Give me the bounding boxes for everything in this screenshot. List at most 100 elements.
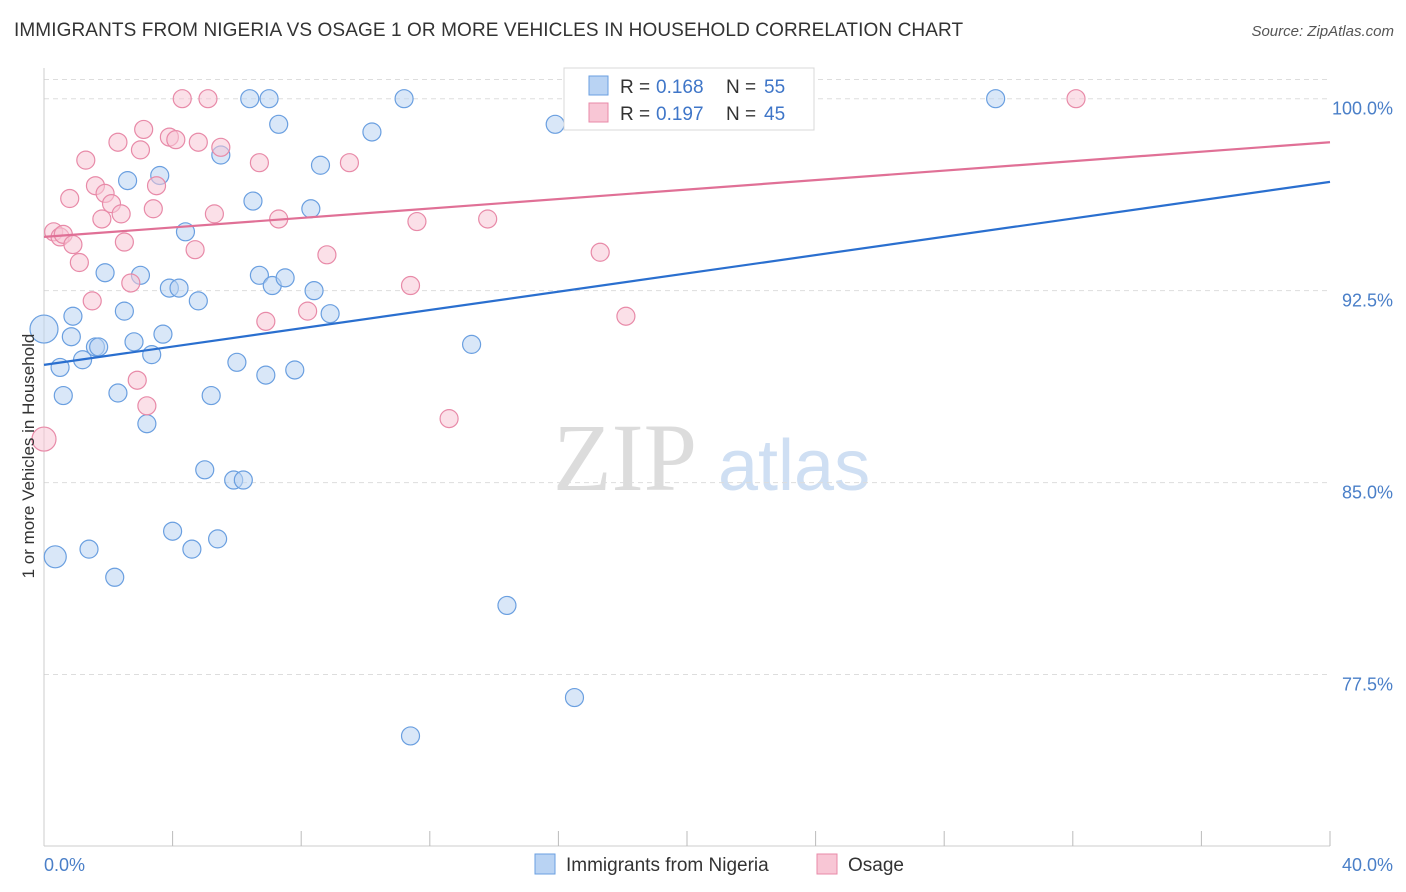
legend-swatch-nigeria	[588, 75, 609, 96]
point-osage	[339, 153, 360, 173]
point-nigeria	[400, 726, 421, 746]
point-osage	[146, 176, 167, 196]
bottom-legend-label-nigeria: Immigrants from Nigeria	[566, 855, 769, 876]
legend-n-value-nigeria: 55	[764, 77, 785, 98]
point-nigeria	[256, 365, 276, 385]
point-nigeria	[394, 89, 414, 109]
correlation-legend: R = 0.168 N = 55 R = 0.197 N = 45	[563, 67, 815, 131]
point-nigeria	[497, 595, 517, 616]
point-nigeria	[137, 414, 157, 434]
point-osage	[121, 273, 141, 293]
point-nigeria	[188, 291, 208, 311]
point-nigeria	[285, 360, 305, 380]
y-tick-labels: 77.5% 85.0% 92.5% 100.0%	[1332, 99, 1393, 695]
bottom-legend-label-osage: Osage	[848, 855, 904, 876]
point-nigeria	[124, 332, 144, 352]
point-osage	[76, 150, 96, 170]
point-osage	[69, 252, 89, 273]
legend-n-label-osage: N =	[726, 104, 756, 125]
y-tick-label: 100.0%	[1332, 99, 1393, 119]
point-osage	[111, 204, 131, 224]
point-osage	[108, 132, 128, 152]
legend-n-label-nigeria: N =	[726, 77, 756, 98]
point-osage	[198, 89, 218, 109]
bottom-legend-swatch-osage	[816, 853, 838, 875]
point-osage	[1066, 89, 1086, 109]
legend-r-value-osage: 0.197	[656, 104, 704, 125]
y-tick-label: 77.5%	[1342, 675, 1393, 695]
point-nigeria	[195, 460, 215, 480]
point-nigeria	[29, 314, 59, 344]
point-nigeria	[362, 122, 382, 142]
point-osage	[82, 291, 102, 311]
point-nigeria	[105, 567, 125, 587]
point-osage	[185, 240, 205, 260]
y-tick-label: 85.0%	[1342, 483, 1393, 503]
point-nigeria	[114, 301, 134, 321]
point-nigeria	[63, 306, 83, 326]
point-osage	[127, 370, 147, 390]
point-osage	[60, 188, 80, 209]
gridlines	[44, 79, 1330, 676]
point-osage	[31, 426, 57, 452]
point-nigeria	[986, 89, 1006, 109]
point-nigeria	[233, 470, 253, 490]
bottom-legend-swatch-nigeria	[534, 853, 556, 875]
point-osage	[616, 306, 636, 326]
point-nigeria	[227, 352, 247, 372]
legend-r-label-osage: R =	[620, 104, 650, 125]
point-osage	[134, 119, 154, 140]
x-ticks	[172, 831, 1331, 846]
point-nigeria	[153, 324, 173, 344]
point-nigeria	[117, 171, 138, 191]
series-legend: Immigrants from Nigeria Osage	[534, 853, 904, 876]
legend-r-label-nigeria: R =	[620, 77, 650, 98]
point-nigeria	[243, 191, 263, 211]
point-osage	[478, 209, 498, 229]
point-nigeria	[43, 545, 67, 569]
point-nigeria	[269, 114, 289, 134]
point-osage	[298, 301, 318, 321]
point-osage	[188, 132, 208, 152]
legend-n-value-osage: 45	[764, 104, 785, 125]
point-nigeria	[182, 539, 202, 559]
point-nigeria	[240, 89, 260, 109]
point-nigeria	[301, 199, 321, 219]
point-nigeria	[259, 89, 279, 109]
x-tick-label-max: 40.0%	[1342, 855, 1393, 875]
source-credit: Source: ZipAtlas.com	[1251, 23, 1394, 40]
point-nigeria	[208, 529, 228, 549]
point-osage	[143, 199, 163, 219]
x-tick-label-min: 0.0%	[44, 855, 85, 875]
trend-line-osage	[43, 141, 1331, 239]
legend-swatch-osage	[588, 102, 609, 123]
point-nigeria	[249, 265, 270, 285]
point-osage	[256, 311, 276, 331]
point-osage	[317, 245, 337, 265]
legend-r-value-nigeria: 0.168	[656, 77, 704, 98]
point-nigeria	[61, 327, 81, 347]
point-osage	[439, 409, 459, 429]
point-osage	[130, 140, 151, 160]
point-osage	[204, 204, 224, 224]
point-nigeria	[53, 385, 73, 406]
point-nigeria	[95, 263, 115, 283]
point-osage	[137, 396, 157, 416]
y-axis-title: 1 or more Vehicles in Household	[19, 334, 38, 579]
point-nigeria	[201, 385, 221, 406]
point-osage	[407, 211, 427, 232]
y-tick-label: 92.5%	[1342, 291, 1393, 311]
watermark-zip: ZIP	[553, 404, 697, 511]
point-nigeria	[89, 337, 109, 357]
point-osage	[211, 137, 231, 157]
point-nigeria	[320, 304, 340, 324]
point-osage	[92, 209, 112, 229]
point-osage	[590, 242, 610, 262]
point-nigeria	[79, 539, 99, 559]
point-nigeria	[108, 383, 128, 403]
point-osage	[172, 89, 192, 109]
point-osage	[400, 275, 421, 296]
point-nigeria	[163, 521, 183, 541]
point-osage	[114, 232, 134, 252]
